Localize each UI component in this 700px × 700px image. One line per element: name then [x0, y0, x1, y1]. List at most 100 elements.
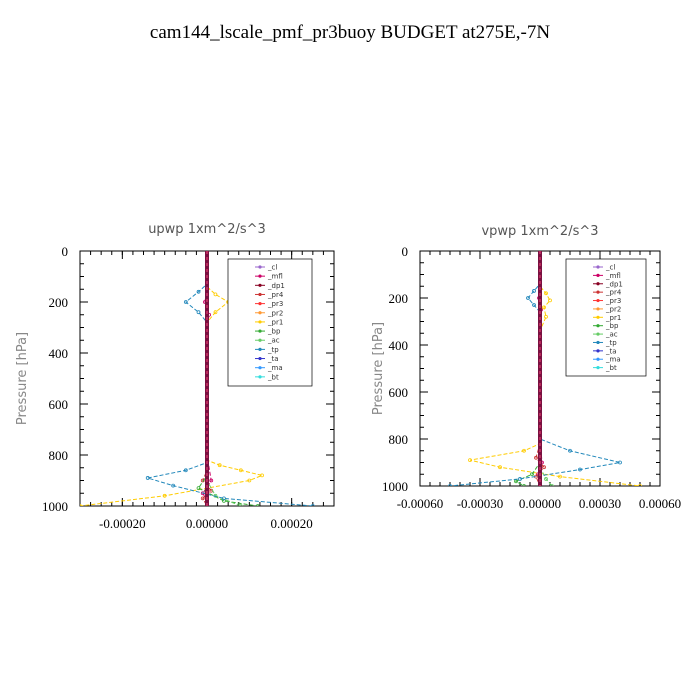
y-tick-label: 1000	[382, 479, 408, 494]
series-point	[247, 478, 252, 483]
legend-marker	[596, 265, 600, 269]
y-tick-label: 0	[402, 244, 409, 259]
x-tick-label: 0.00000	[519, 496, 561, 511]
legend-marker	[258, 292, 262, 297]
legend-marker	[596, 366, 600, 370]
series-point	[548, 298, 552, 303]
series-group	[448, 251, 642, 486]
series-point	[550, 484, 554, 486]
series-point	[568, 448, 572, 453]
legend-marker	[596, 332, 600, 336]
legend-box	[565, 258, 647, 377]
series-line-bp	[514, 251, 541, 486]
series-point	[162, 493, 167, 498]
legend-label: _pr2	[267, 309, 283, 317]
chart-panel-1: upwp 1xm^2/s^3 Pressure [hPa] 0 200 400 600 80…	[15, 222, 335, 531]
y-tick-label: 600	[389, 385, 409, 400]
series-point	[448, 484, 452, 486]
legend-label: _dp1	[605, 280, 623, 288]
series-point	[238, 468, 243, 473]
legend-label: _pr1	[267, 318, 283, 326]
series-point	[534, 455, 538, 460]
legend-label: _mfl	[267, 273, 283, 281]
y-tick-label: 200	[49, 295, 69, 310]
legend-label: _dp1	[267, 282, 285, 290]
legend-marker	[258, 329, 262, 333]
legend-marker	[258, 338, 262, 342]
series-point	[183, 468, 188, 473]
x-tick-label: 0.00030	[579, 496, 621, 511]
series-point	[209, 478, 214, 483]
legend-marker	[596, 273, 600, 277]
legend-label: _cl	[267, 264, 277, 272]
legend-marker	[596, 324, 600, 328]
legend-marker	[258, 356, 262, 361]
legend-label: _mfl	[605, 272, 621, 280]
series-point	[171, 483, 176, 488]
y-tick-label: 800	[49, 448, 69, 463]
legend-marker	[258, 311, 262, 315]
legend-marker	[258, 375, 262, 379]
legend: _cl_mfl_dp1_pr4_pr3_pr2_pr1_bp_ac_tp_ta_…	[565, 258, 647, 377]
legend-label: _pr3	[267, 300, 283, 308]
legend-marker	[258, 274, 262, 278]
legend-label: _ta	[267, 355, 279, 363]
legend-marker	[258, 283, 262, 287]
legend-label: _bp	[267, 328, 281, 336]
legend-label: _ac	[267, 337, 280, 345]
legend-marker	[596, 307, 600, 311]
legend-label: _tp	[605, 339, 617, 347]
series-point	[260, 473, 264, 478]
series-point	[310, 504, 315, 506]
legend-marker	[258, 320, 262, 324]
series-point	[222, 496, 226, 501]
panel-title: vpwp 1xm^2/s^3	[481, 224, 598, 239]
series-point	[544, 477, 548, 481]
series-point	[618, 460, 622, 465]
legend-label: _cl	[605, 264, 615, 272]
series-point	[578, 467, 582, 472]
series-point	[183, 300, 188, 304]
legend-marker	[596, 315, 600, 319]
legend-marker	[596, 298, 600, 303]
legend-label: _pr4	[267, 291, 284, 299]
panel-title: upwp 1xm^2/s^3	[148, 222, 266, 237]
legend-marker	[258, 265, 262, 269]
series-point	[542, 465, 546, 470]
x-tick-label: -0.00030	[457, 496, 504, 511]
x-tick-label: 0.00060	[639, 496, 681, 511]
y-tick-label: 200	[389, 291, 409, 306]
series-point	[522, 448, 526, 453]
legend-marker	[258, 366, 262, 370]
series-point	[530, 472, 534, 477]
y-tick-label: 400	[389, 338, 409, 353]
legend-box	[227, 258, 313, 387]
y-tick-label: 400	[49, 346, 69, 361]
series-point	[518, 477, 522, 481]
series-point	[638, 484, 642, 486]
page-title: cam144_lscale_pmf_pr3buoy BUDGET at275E,…	[149, 22, 551, 43]
series-point	[196, 310, 201, 315]
legend: _cl_mfl_dp1_pr4_pr3_pr2_pr1 _bp_ac_tp_ta _…	[227, 258, 313, 387]
x-tick-label: -0.00060	[397, 496, 444, 511]
legend-label: _tp	[267, 346, 279, 354]
series-point	[200, 496, 205, 501]
legend-marker	[596, 357, 600, 361]
legend-label: _bt	[605, 364, 617, 372]
series-point	[196, 486, 201, 491]
legend-marker	[596, 340, 600, 345]
legend-marker	[258, 347, 262, 351]
legend-label: _pr3	[605, 297, 621, 305]
legend-label: _pr2	[605, 305, 621, 313]
series-point	[522, 484, 526, 486]
series-point	[544, 314, 548, 319]
legend-label: _ac	[605, 331, 618, 339]
series-point	[145, 476, 150, 480]
legend-marker	[258, 302, 262, 306]
series-point	[526, 296, 530, 300]
legend-label: _bt	[267, 373, 279, 381]
series-point	[498, 465, 502, 470]
series-point	[532, 289, 536, 293]
legend-label: _ta	[605, 347, 617, 355]
